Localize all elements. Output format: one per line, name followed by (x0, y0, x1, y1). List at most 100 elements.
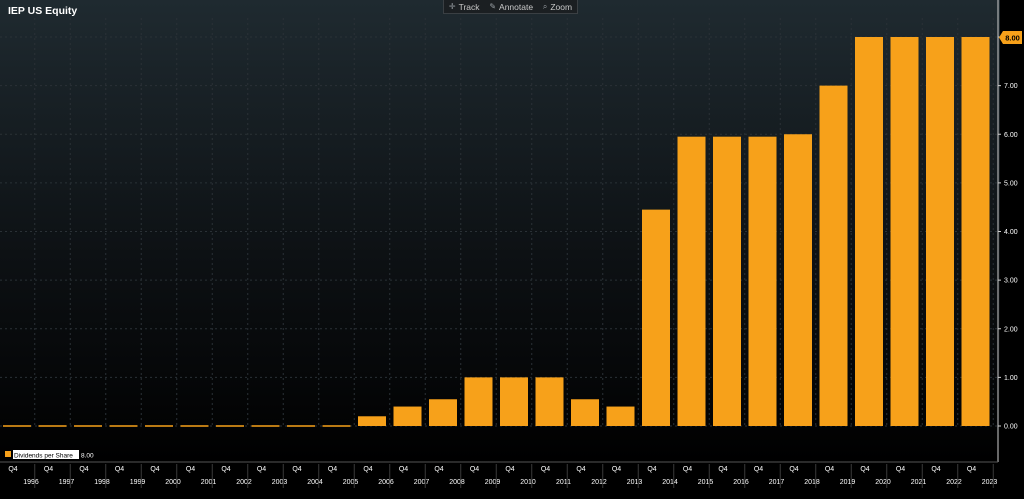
x-tick-label-year: 2011 (556, 479, 571, 486)
bar (926, 37, 954, 426)
x-tick-label-year: 2018 (804, 479, 820, 486)
x-tick-label-quarter: Q4 (44, 466, 53, 473)
x-tick-label-quarter: Q4 (328, 466, 337, 473)
x-tick-label-year: 2017 (769, 479, 785, 486)
y-tick-label: 5.00 (1004, 180, 1018, 187)
chart-toolbar: ✛ Track ✎ Annotate ⌕ Zoom (443, 0, 578, 14)
bar (855, 37, 883, 426)
legend-swatch (5, 451, 11, 457)
bars (3, 37, 990, 427)
x-tick-label-year: 2014 (662, 479, 678, 486)
x-tick-label-quarter: Q4 (434, 466, 443, 473)
x-tick-label-quarter: Q4 (8, 466, 17, 473)
x-tick-label-year: 2016 (733, 479, 749, 486)
x-axis: Q4 1996 Q4 1997 Q4 1998 Q4 1999 Q4 2000 Q4 2001 Q4 20… (0, 461, 998, 488)
x-tick-label-quarter: Q4 (541, 466, 550, 473)
x-tick-label-year: 2013 (627, 479, 643, 486)
x-tick-label-year: 2009 (485, 479, 501, 486)
bar (961, 37, 990, 426)
x-tick-label-quarter: Q4 (718, 466, 727, 473)
x-tick-label-year: 2001 (201, 479, 217, 486)
annotate-button[interactable]: ✎ Annotate (489, 2, 533, 12)
x-tick-label-quarter: Q4 (150, 466, 159, 473)
legend-label: Dividends per Share (14, 453, 73, 460)
bar (606, 406, 635, 426)
zoom-label: Zoom (550, 1, 573, 12)
current-value-badge (999, 31, 1022, 44)
x-tick-label-quarter: Q4 (967, 466, 976, 473)
x-tick-label-year: 1996 (23, 479, 39, 486)
x-tick-label-quarter: Q4 (186, 466, 195, 473)
x-tick-label-year: 2019 (840, 479, 856, 486)
x-tick-label-quarter: Q4 (505, 466, 514, 473)
x-tick-label-year: 2007 (414, 479, 430, 486)
x-tick-label-year: 2005 (343, 479, 359, 486)
bar (464, 377, 493, 426)
bar (358, 416, 386, 426)
legend-label-box (13, 450, 79, 459)
annotate-label: Annotate (499, 1, 534, 12)
bar (784, 134, 812, 426)
x-tick-label-quarter: Q4 (79, 466, 88, 473)
x-tick-label-quarter: Q4 (931, 466, 940, 473)
y-tick-label: 7.00 (1004, 83, 1018, 90)
x-tick-label-year: 2021 (911, 479, 927, 486)
x-tick-label-quarter: Q4 (860, 466, 869, 473)
bar (571, 399, 599, 426)
x-tick-label-quarter: Q4 (896, 466, 905, 473)
zoom-button[interactable]: ⌕ Zoom (543, 2, 572, 12)
bar (713, 136, 741, 426)
x-tick-label-quarter: Q4 (576, 466, 585, 473)
bar (819, 85, 848, 426)
x-tick-label-year: 2015 (698, 479, 714, 486)
bar (429, 399, 457, 426)
y-tick-label: 4.00 (1004, 229, 1018, 236)
x-tick-label-year: 2004 (307, 479, 323, 486)
y-tick-label: 6.00 (1004, 132, 1018, 139)
bar (642, 209, 670, 426)
track-label: Track (458, 1, 480, 12)
x-tick-label-year: 2002 (236, 479, 252, 486)
current-value-label: 8.00 (1005, 34, 1020, 43)
x-tick-label-quarter: Q4 (221, 466, 230, 473)
x-tick-label-year: 2020 (875, 479, 891, 486)
x-tick-label-year: 2006 (378, 479, 394, 486)
x-tick-label-quarter: Q4 (115, 466, 124, 473)
x-tick-label-year: 1999 (130, 479, 146, 486)
current-value-marker: 8.00 (999, 31, 1022, 44)
x-tick-label-year: 2023 (982, 479, 998, 486)
x-tick-label-year: 1997 (59, 479, 75, 486)
bar (535, 377, 564, 426)
x-tick-label-quarter: Q4 (825, 466, 834, 473)
x-tick-label-year: 2003 (272, 479, 288, 486)
x-tick-label-quarter: Q4 (399, 466, 408, 473)
track-button[interactable]: ✛ Track (449, 2, 480, 12)
y-tick-label: 3.00 (1004, 278, 1018, 285)
x-tick-label-year: 2022 (946, 479, 962, 486)
pencil-icon: ✎ (489, 2, 497, 11)
bar (677, 136, 706, 426)
legend: Dividends per Share 8.00 (5, 450, 94, 460)
x-tick-label-year: 2000 (165, 479, 181, 486)
x-tick-label-year: 2012 (591, 479, 607, 486)
y-tick-label: 0.00 (1004, 424, 1018, 431)
legend-value: 8.00 (81, 453, 94, 460)
y-tick-label: 1.00 (1004, 375, 1018, 382)
bar (393, 406, 422, 426)
x-tick-label-quarter: Q4 (292, 466, 301, 473)
x-tick-label-quarter: Q4 (612, 466, 621, 473)
x-tick-label-year: 2010 (520, 479, 536, 486)
security-title: IEP US Equity (8, 5, 77, 17)
x-tick-label-quarter: Q4 (683, 466, 692, 473)
x-tick-label-quarter: Q4 (647, 466, 656, 473)
crosshair-icon: ✛ (448, 2, 456, 11)
x-tick-label-quarter: Q4 (257, 466, 266, 473)
x-tick-label-quarter: Q4 (789, 466, 798, 473)
x-tick-label-quarter: Q4 (363, 466, 372, 473)
y-tick-label: 2.00 (1004, 326, 1018, 333)
bar (890, 37, 919, 426)
y-axis: 0.00 1.00 2.00 3.00 4.00 5.00 6.00 7.00 8.00 (997, 0, 1018, 462)
x-tick-label-year: 1998 (94, 479, 110, 486)
